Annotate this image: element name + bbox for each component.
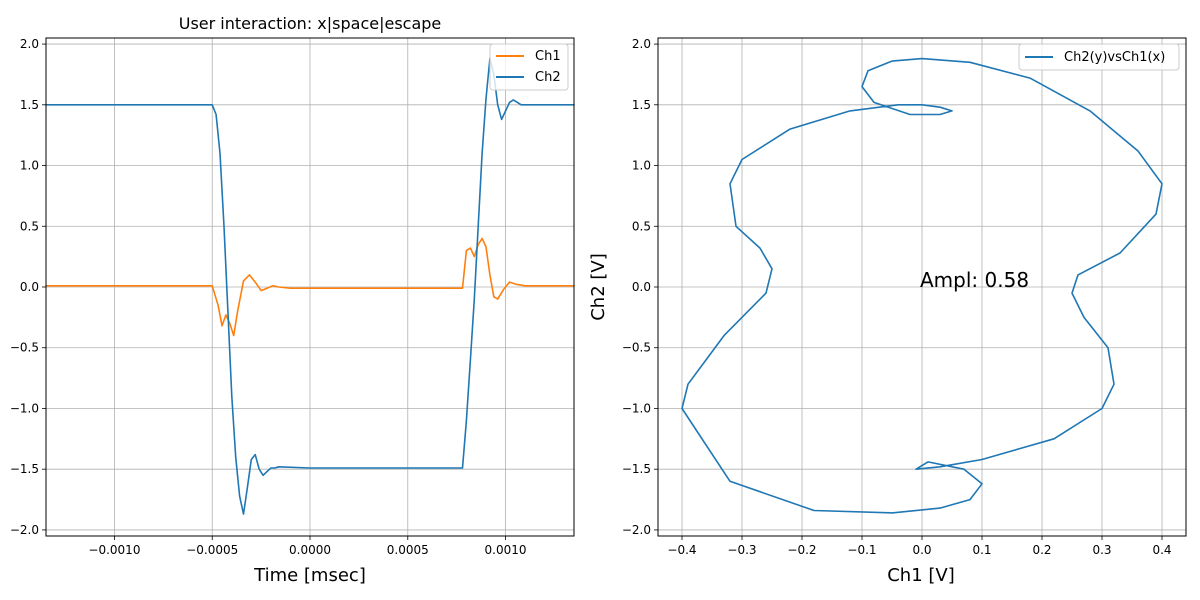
xy-plot-ylabel: Ch2 [V]: [588, 253, 609, 321]
xy-plot-xtick-label: 0.1: [972, 543, 991, 557]
xy-plot-xtick-label: −0.1: [847, 543, 876, 557]
time-plot-ytick-label: 0.0: [20, 280, 39, 294]
xy-plot-xtick-label: 0.3: [1092, 543, 1111, 557]
time-plot-ytick-label: 2.0: [20, 37, 39, 51]
xy-plot-ytick-label: 1.0: [632, 159, 651, 173]
legend-box: [1018, 43, 1180, 71]
time-plot-series-ch2: [45, 57, 575, 515]
time-plot-xtick-label: 0.0010: [485, 543, 527, 557]
legend-label-ch2: Ch2: [535, 70, 561, 85]
xy-plot: −0.4 −0.3 −0.2 −0.1 0.0 0.1 0.2 0.3 0.4 −2.0 −1.5 −…: [588, 37, 1187, 586]
time-plot-ytick-label: 1.5: [20, 98, 39, 112]
xy-plot-xtick-label: 0.4: [1152, 543, 1171, 557]
time-plot-grid: [46, 38, 574, 536]
time-plot-xtick-label: −0.0005: [186, 543, 238, 557]
xy-plot-ytick-label: 2.0: [632, 37, 651, 51]
time-plot-ticks: −0.0010 −0.0005 0.0000 0.0005 0.0010 −2.0 −1.5…: [10, 37, 527, 557]
time-plot-series: [45, 57, 575, 515]
xy-plot-grid: [658, 38, 1186, 536]
xy-plot-ytick-label: 0.5: [632, 219, 651, 233]
time-plot-xtick-label: −0.0010: [88, 543, 140, 557]
time-plot-ytick-label: −0.5: [10, 341, 39, 355]
time-plot-xtick-label: 0.0005: [387, 543, 429, 557]
xy-plot-legend: Ch2(y)vsCh1(x): [1018, 43, 1180, 71]
xy-plot-series: [681, 57, 1163, 514]
time-plot-ytick-label: 1.0: [20, 159, 39, 173]
xy-plot-ticks: −0.4 −0.3 −0.2 −0.1 0.0 0.1 0.2 0.3 0.4 −2.0 −1.5 −…: [622, 37, 1172, 557]
time-plot-legend: Ch1 Ch2: [489, 43, 569, 91]
time-plot-xtick-label: 0.0000: [289, 543, 331, 557]
legend-label-xy: Ch2(y)vsCh1(x): [1064, 50, 1165, 65]
time-plot-ytick-label: 0.5: [20, 219, 39, 233]
time-plot-xlabel: Time [msec]: [253, 565, 366, 586]
xy-plot-xtick-label: 0.2: [1032, 543, 1051, 557]
legend-label-ch1: Ch1: [535, 49, 561, 64]
xy-plot-xtick-label: −0.2: [787, 543, 816, 557]
xy-plot-ytick-label: 0.0: [632, 280, 651, 294]
xy-plot-xlabel: Ch1 [V]: [887, 565, 955, 586]
xy-plot-xtick-label: −0.3: [727, 543, 756, 557]
time-plot-ytick-label: −2.0: [10, 523, 39, 537]
xy-plot-ytick-label: −0.5: [622, 341, 651, 355]
xy-plot-ytick-label: 1.5: [632, 98, 651, 112]
amplitude-annotation: Ampl: 0.58: [920, 268, 1029, 292]
time-plot-ytick-label: −1.5: [10, 462, 39, 476]
xy-plot-ytick-label: −2.0: [622, 523, 651, 537]
time-plot: −0.0010 −0.0005 0.0000 0.0005 0.0010 −2.0 −1.5…: [10, 14, 575, 586]
time-plot-ytick-label: −1.0: [10, 401, 39, 415]
xy-plot-xtick-label: 0.0: [912, 543, 931, 557]
xy-plot-xtick-label: −0.4: [667, 543, 696, 557]
xy-plot-ytick-label: −1.5: [622, 462, 651, 476]
time-plot-title: User interaction: x|space|escape: [179, 14, 442, 33]
time-plot-series-ch1: [45, 237, 575, 337]
xy-plot-series-ch2-y-vsch1-x-: [681, 57, 1163, 514]
xy-plot-ytick-label: −1.0: [622, 401, 651, 415]
